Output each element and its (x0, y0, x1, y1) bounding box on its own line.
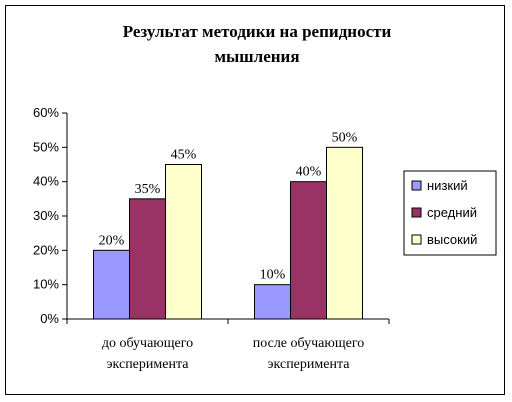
data-label: 40% (296, 165, 322, 180)
data-label: 35% (135, 182, 161, 197)
x-category-label: эксперимента (107, 357, 190, 372)
bar (290, 181, 327, 320)
legend-swatch (411, 234, 422, 245)
bar (129, 198, 166, 320)
bar (165, 164, 202, 320)
legend-label: средний (427, 205, 477, 220)
legend-swatch (411, 180, 422, 191)
chart-title-line-2: мышления (214, 47, 299, 66)
bar (326, 146, 363, 320)
bar (93, 249, 130, 320)
data-label: 50% (332, 130, 358, 145)
legend-label: низкий (427, 178, 468, 193)
data-label: 20% (99, 233, 125, 248)
y-tick-label: 60% (33, 105, 59, 120)
y-tick-label: 0% (40, 311, 59, 326)
legend-swatch (411, 207, 422, 218)
y-tick-label: 50% (33, 139, 59, 154)
x-category-label: эксперимента (268, 357, 351, 372)
x-category-label: до обучающего (102, 336, 193, 351)
y-tick-label: 20% (33, 242, 59, 257)
y-tick-label: 30% (33, 208, 59, 223)
y-tick-label: 40% (33, 174, 59, 189)
bar (254, 284, 291, 320)
chart-title-line-1: Результат методики на репидности (123, 22, 392, 41)
legend: низкий средний высокий (403, 170, 497, 256)
x-category-label: после обучающего (253, 336, 364, 351)
y-tick-label: 10% (33, 277, 59, 292)
legend-label: высокий (427, 232, 477, 247)
data-label: 45% (171, 148, 197, 163)
data-label: 10% (260, 268, 286, 283)
plot-area: 0% 10% 20% 30% 40% 50% 60% 20% 35% 45% до обучающе… (33, 105, 390, 372)
